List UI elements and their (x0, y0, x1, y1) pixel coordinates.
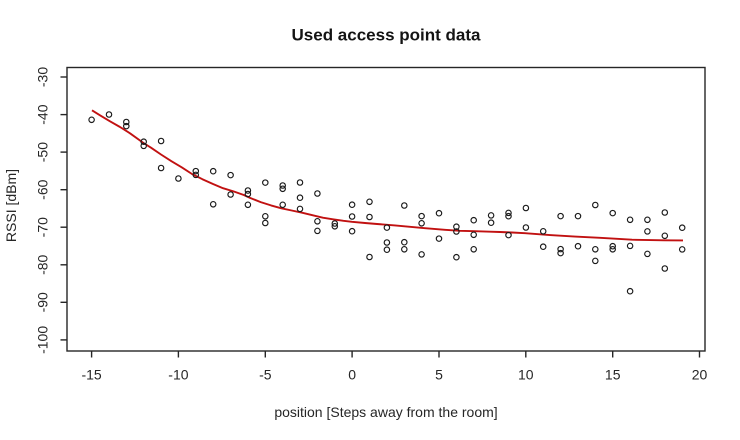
svg-text:position [Steps away from the: position [Steps away from the room] (274, 404, 497, 420)
svg-text:-70: -70 (35, 217, 51, 237)
svg-text:Used access point data: Used access point data (292, 26, 482, 45)
svg-text:-5: -5 (259, 367, 272, 383)
svg-text:-50: -50 (35, 142, 51, 162)
svg-text:0: 0 (348, 367, 356, 383)
svg-text:-30: -30 (35, 67, 51, 87)
svg-text:-90: -90 (35, 292, 51, 312)
svg-text:-10: -10 (168, 367, 188, 383)
svg-text:-60: -60 (35, 179, 51, 199)
svg-text:-15: -15 (81, 367, 101, 383)
svg-text:10: 10 (518, 367, 534, 383)
svg-text:-80: -80 (35, 254, 51, 274)
svg-text:15: 15 (605, 367, 621, 383)
svg-text:-40: -40 (35, 104, 51, 124)
svg-text:5: 5 (435, 367, 443, 383)
svg-text:-100: -100 (35, 326, 51, 354)
svg-text:20: 20 (692, 367, 708, 383)
svg-text:RSSI [dBm]: RSSI [dBm] (3, 169, 19, 242)
